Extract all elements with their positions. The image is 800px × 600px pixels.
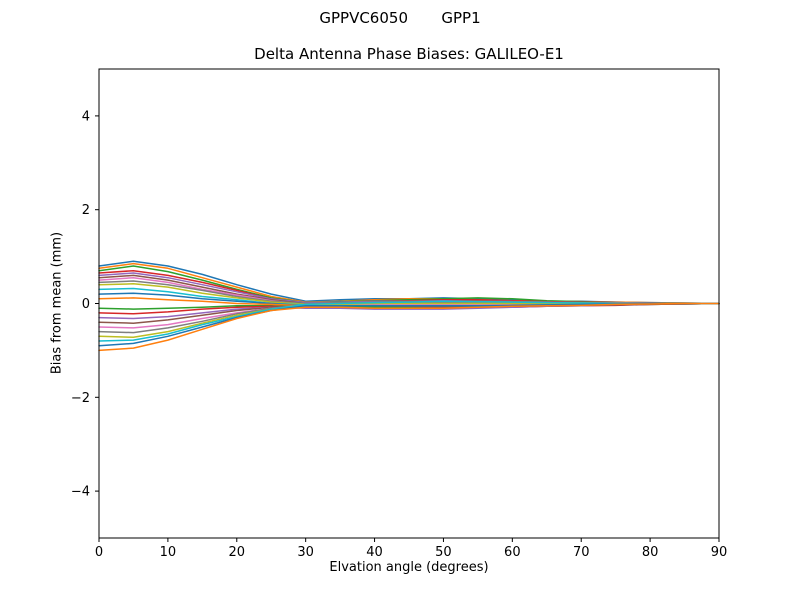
x-tick-label: 80 xyxy=(642,545,659,560)
x-axis-label: Elvation angle (degrees) xyxy=(329,560,489,575)
y-tick-label: 4 xyxy=(82,109,90,124)
x-tick-label: 70 xyxy=(573,545,590,560)
figure-title: GPPVC6050 GPP1 xyxy=(319,9,481,27)
x-tick-label: 20 xyxy=(229,545,246,560)
x-tick-label: 30 xyxy=(297,545,314,560)
x-tick-label: 60 xyxy=(504,545,521,560)
y-tick-label: −4 xyxy=(71,485,90,500)
series-line-E22 xyxy=(98,302,720,352)
x-tick-label: 10 xyxy=(160,545,177,560)
y-tick-label: 2 xyxy=(82,203,90,218)
x-tick-label: 40 xyxy=(366,545,383,560)
y-tick-label: −2 xyxy=(71,391,90,406)
axes-title: Delta Antenna Phase Biases: GALILEO-E1 xyxy=(254,45,564,63)
x-tick-label: 50 xyxy=(435,545,452,560)
x-tick-label: 90 xyxy=(711,545,728,560)
x-tick-label: 0 xyxy=(95,545,103,560)
y-axis-label: Bias from mean (mm) xyxy=(49,231,65,375)
y-tick-label: 0 xyxy=(82,297,90,312)
